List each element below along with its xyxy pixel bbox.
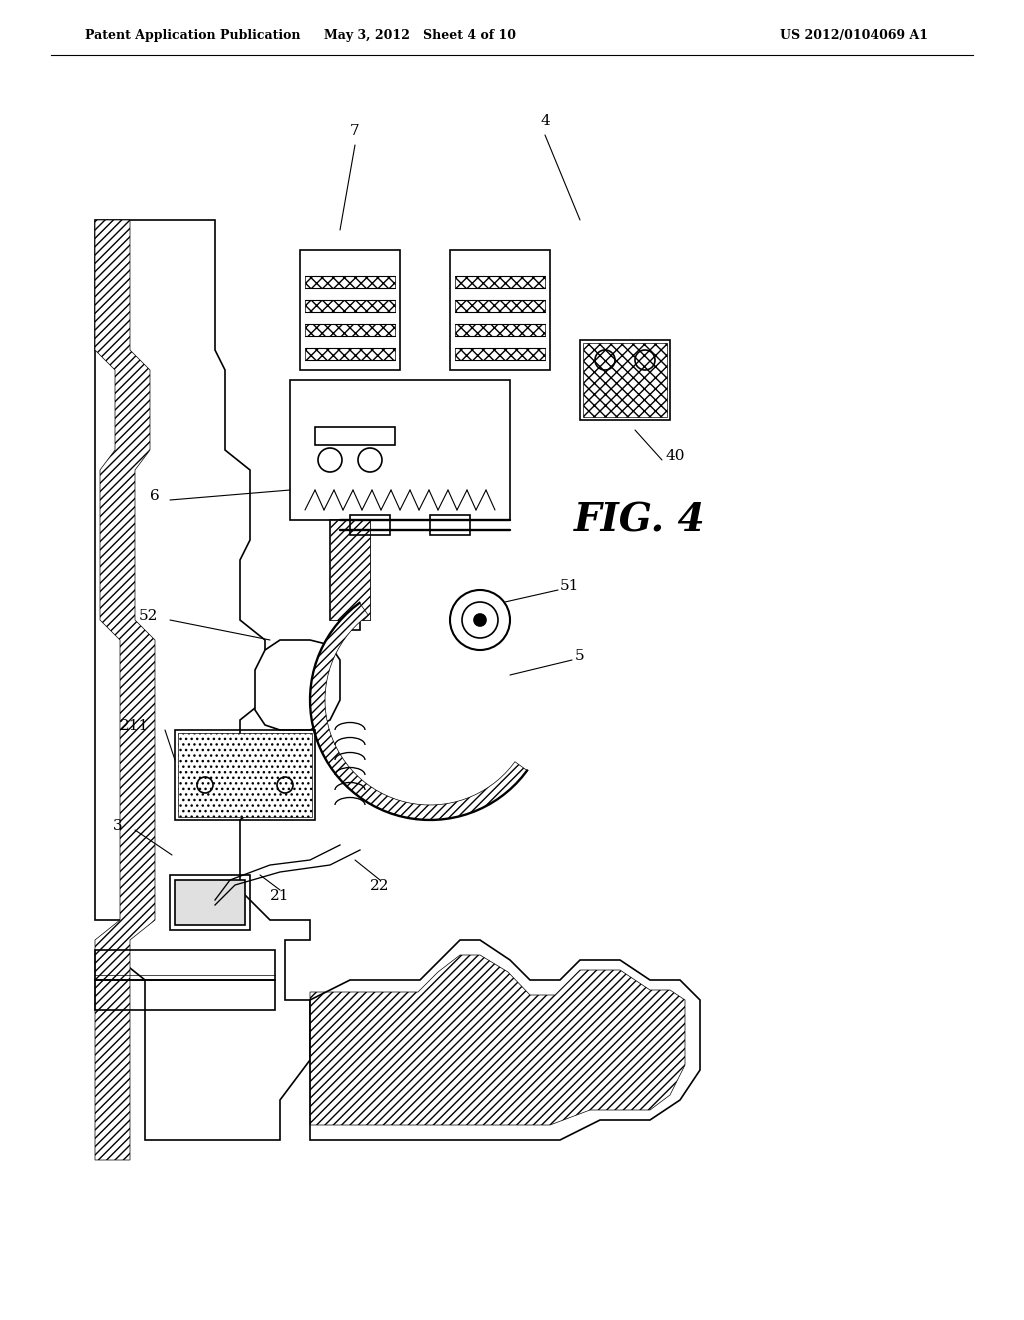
Bar: [305, 300, 395, 312]
Text: 40: 40: [665, 449, 684, 463]
Bar: [350, 515, 390, 535]
Text: 3: 3: [114, 818, 123, 833]
Polygon shape: [310, 603, 527, 820]
Text: 5: 5: [575, 649, 585, 663]
Bar: [450, 249, 550, 370]
Polygon shape: [95, 220, 155, 1160]
Text: FIG. 4: FIG. 4: [574, 502, 706, 539]
Circle shape: [474, 614, 486, 626]
Text: 6: 6: [151, 488, 160, 503]
Bar: [583, 343, 667, 417]
Bar: [305, 323, 395, 337]
Text: US 2012/0104069 A1: US 2012/0104069 A1: [780, 29, 928, 41]
Bar: [455, 276, 545, 288]
Bar: [305, 348, 395, 360]
Bar: [305, 276, 395, 288]
Text: 52: 52: [138, 609, 158, 623]
Bar: [178, 733, 312, 817]
Text: May 3, 2012   Sheet 4 of 10: May 3, 2012 Sheet 4 of 10: [324, 29, 516, 41]
Bar: [95, 950, 275, 979]
Text: 51: 51: [560, 579, 580, 593]
Bar: [315, 426, 395, 445]
Bar: [300, 249, 400, 370]
Bar: [330, 520, 370, 620]
Bar: [175, 880, 245, 925]
Text: 22: 22: [371, 879, 390, 894]
Bar: [580, 341, 670, 420]
Bar: [455, 300, 545, 312]
Polygon shape: [255, 640, 340, 730]
Bar: [455, 348, 545, 360]
Bar: [430, 515, 470, 535]
Text: 211: 211: [121, 719, 150, 733]
Polygon shape: [310, 940, 700, 1140]
Bar: [340, 615, 360, 630]
Bar: [95, 979, 275, 1010]
Bar: [330, 520, 370, 620]
Text: 7: 7: [350, 124, 359, 139]
Polygon shape: [95, 220, 310, 1140]
Text: 4: 4: [540, 114, 550, 128]
Bar: [455, 323, 545, 337]
Text: 21: 21: [270, 888, 290, 903]
Bar: [170, 875, 250, 931]
Text: Patent Application Publication: Patent Application Publication: [85, 29, 300, 41]
Bar: [290, 380, 510, 520]
Bar: [175, 730, 315, 820]
